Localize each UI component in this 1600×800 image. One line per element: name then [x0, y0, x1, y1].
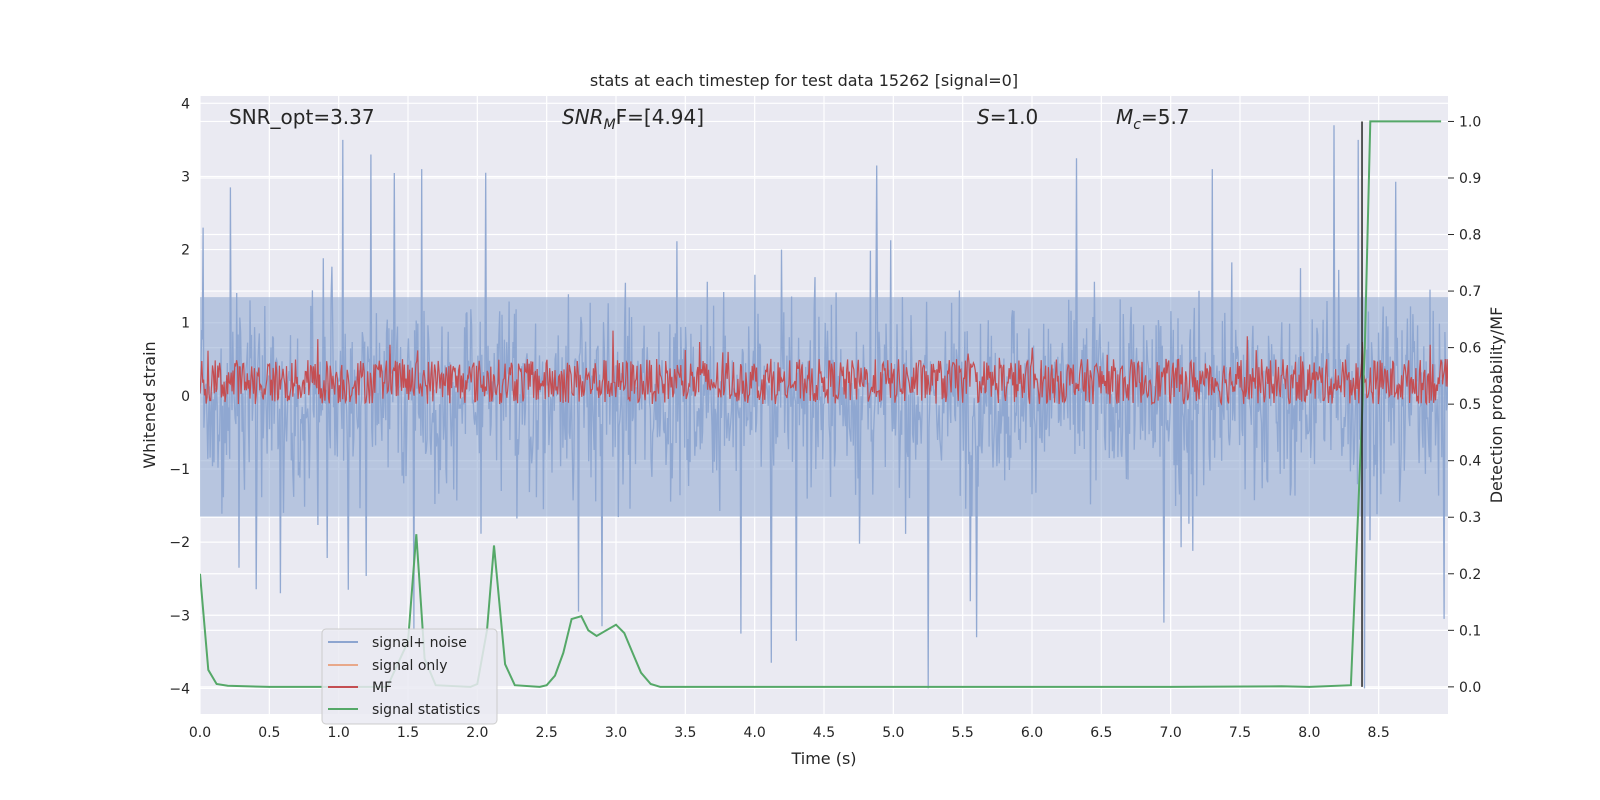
y-right-tick-label: 0.8	[1459, 228, 1481, 244]
legend-label-mf: MF	[372, 680, 392, 696]
y-tick-label: −2	[169, 535, 190, 551]
x-tick-label: 6.5	[1090, 725, 1112, 741]
y-right-tick-label: 0.7	[1459, 284, 1481, 300]
y-tick-label: 3	[181, 169, 190, 185]
y-right-tick-label: 0.1	[1459, 623, 1481, 639]
y-right-tick-label: 0.2	[1459, 567, 1481, 583]
x-tick-label: 2.5	[536, 725, 558, 741]
annotation-s-rest: =1.0	[990, 105, 1039, 129]
x-tick-label: 5.0	[882, 725, 904, 741]
x-tick-label: 4.0	[744, 725, 766, 741]
y-right-tick-label: 0.0	[1459, 680, 1481, 696]
annotation-s-italic: S	[977, 105, 990, 129]
annotation-s: S=1.0	[977, 105, 1038, 129]
x-tick-label: 1.0	[328, 725, 350, 741]
y-right-tick-label: 0.9	[1459, 171, 1481, 187]
legend-label-signal-noise: signal+ noise	[372, 635, 467, 651]
annotation-mc-rest: =5.7	[1141, 105, 1190, 129]
x-tick-label: 2.0	[466, 725, 488, 741]
series-mf	[200, 330, 1448, 406]
y-tick-label: −3	[169, 608, 190, 624]
x-tick-label: 6.0	[1021, 725, 1043, 741]
y-tick-label: −1	[169, 462, 190, 478]
x-tick-label: 3.0	[605, 725, 627, 741]
y-tick-label: 0	[181, 389, 190, 405]
annotation-snr-mf: SNRMF=[4.94]	[562, 105, 704, 133]
legend-box	[321, 628, 498, 725]
signal-statistics-line	[200, 120, 1442, 688]
x-tick-label: 3.5	[674, 725, 696, 741]
y-right-tick-label: 0.6	[1459, 341, 1481, 357]
mf-line	[200, 330, 1448, 406]
annotation-mc-sub: c	[1133, 117, 1141, 133]
signal-noise-dense-band	[200, 297, 1448, 517]
annotation-snr-opt: SNR_opt=3.37	[229, 105, 375, 129]
x-tick-label: 7.0	[1160, 725, 1182, 741]
x-tick-labels: 0.0 0.5 1.0 1.5 2.0 2.5 3.0 3.5 4.0 4.5 5.0 5.5 6.0 6…	[189, 725, 1390, 741]
annotation-mc: Mc=5.7	[1116, 105, 1190, 133]
annotation-snr-mf-rest: F=[4.94]	[616, 105, 704, 129]
chart-title: stats at each timestep for test data 152…	[590, 71, 1018, 90]
y-axis-label: Whitened strain	[140, 341, 159, 468]
annotation-snr-mf-base: SNR	[562, 105, 604, 129]
y-right-tick-label: 1.0	[1459, 114, 1481, 130]
y-right-tick-label: 0.5	[1459, 397, 1481, 413]
y-right-axis-label: Detection probability/MF	[1487, 307, 1506, 504]
x-tick-label: 0.0	[189, 725, 211, 741]
y-tick-label: −4	[169, 681, 190, 697]
x-tick-label: 8.0	[1298, 725, 1320, 741]
x-tick-label: 7.5	[1229, 725, 1251, 741]
annotation-snr-mf-sub: M	[604, 117, 616, 133]
series-signal-statistics	[200, 120, 1442, 688]
y-tick-labels: 4 3 2 1 0 −1 −2 −3 −4	[169, 96, 190, 697]
x-tick-label: 4.5	[813, 725, 835, 741]
annotation-mc-base: M	[1116, 105, 1133, 129]
legend-label-signal-only: signal only	[372, 658, 447, 674]
y-right-tick-label: 0.3	[1459, 510, 1481, 526]
legend: signal+ noise signal only MF signal stat…	[321, 628, 498, 725]
y-tick-label: 2	[181, 243, 190, 259]
y-right-tick-labels: 1.0 0.9 0.8 0.7 0.6 0.5 0.4 0.3 0.2 0.1 0.0	[1448, 114, 1481, 696]
x-tick-label: 0.5	[258, 725, 280, 741]
series-signal-noise	[200, 125, 1448, 689]
x-tick-label: 8.5	[1368, 725, 1390, 741]
y-right-tick-label: 0.4	[1459, 454, 1481, 470]
x-tick-label: 5.5	[952, 725, 974, 741]
x-tick-label: 1.5	[397, 725, 419, 741]
x-axis-label: Time (s)	[790, 749, 856, 768]
y-tick-label: 1	[181, 316, 190, 332]
legend-label-signal-statistics: signal statistics	[372, 702, 480, 718]
y-tick-label: 4	[181, 96, 190, 112]
